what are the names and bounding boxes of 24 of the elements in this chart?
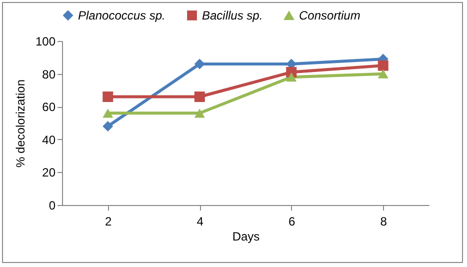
point (378, 60, 388, 71)
y-tick-label: 80 (42, 67, 56, 82)
x-tick-label: 6 (288, 214, 296, 228)
point (102, 108, 114, 118)
y-tick-label: 20 (42, 166, 56, 180)
y-tick-label: 60 (42, 100, 56, 114)
point (286, 72, 297, 82)
x-tick-label: 4 (196, 214, 204, 228)
y-tick-label: 100 (35, 34, 56, 48)
point (194, 92, 205, 102)
x-tick-label: 2 (105, 214, 112, 228)
y-tick-label: 40 (42, 132, 56, 147)
point (102, 121, 114, 132)
legend-label: Consortium (299, 8, 360, 23)
point (194, 108, 205, 118)
y-axis-title: % decolorization (13, 79, 28, 168)
legend-label: Bacillus sp. (202, 8, 263, 22)
y-tick-label: 0 (48, 198, 56, 212)
point (194, 58, 205, 70)
x-tick-label: 8 (380, 214, 388, 228)
point (102, 92, 114, 102)
x-axis-title: Days (232, 230, 260, 244)
legend-label: Planococcus sp. (78, 8, 166, 22)
point (378, 69, 388, 78)
